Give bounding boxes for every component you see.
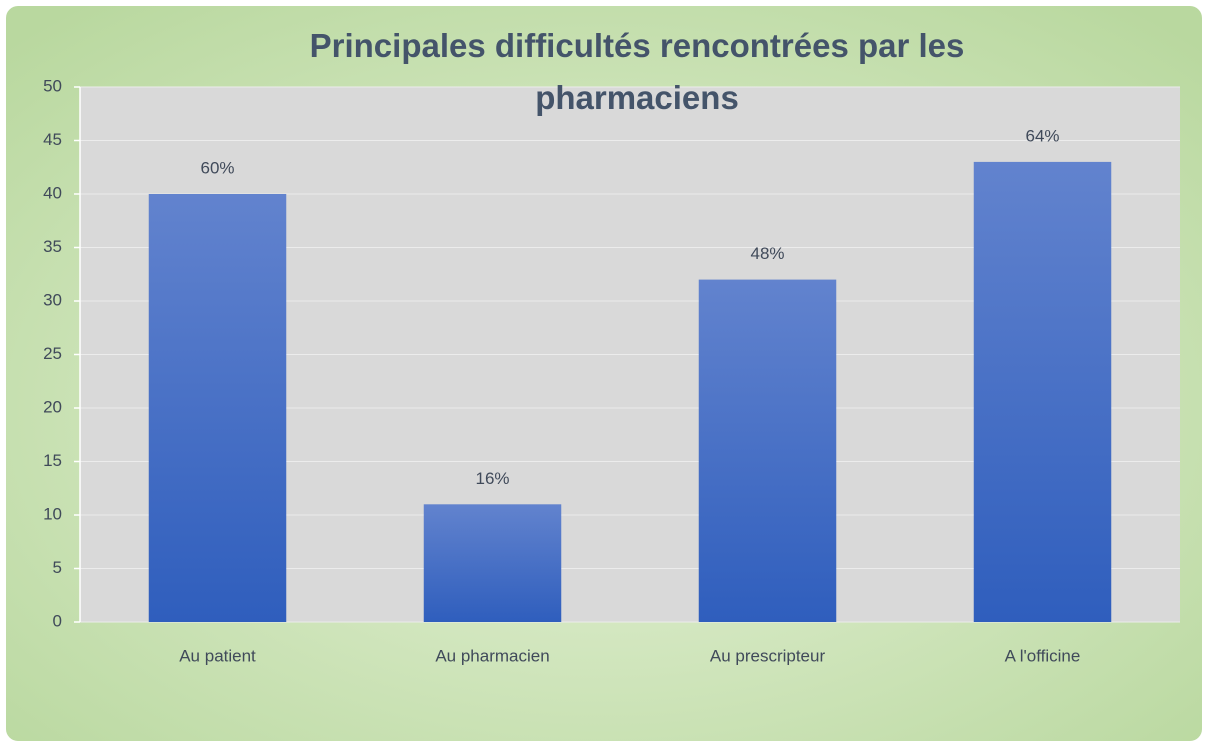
x-tick-label: A l'officine <box>1005 646 1081 665</box>
y-tick-label: 35 <box>43 237 62 256</box>
y-tick-label: 20 <box>43 397 62 416</box>
y-tick-label: 30 <box>43 290 62 309</box>
y-tick-label: 10 <box>43 504 62 523</box>
y-tick-label: 45 <box>43 130 62 149</box>
bar <box>973 161 1112 622</box>
x-tick-label: Au prescripteur <box>710 646 826 665</box>
y-tick-label: 50 <box>43 76 62 95</box>
y-tick-label: 0 <box>53 611 62 630</box>
bar <box>698 279 837 622</box>
bar <box>423 504 562 622</box>
x-tick-label: Au patient <box>179 646 256 665</box>
data-label: 60% <box>200 158 234 177</box>
y-tick-label: 25 <box>43 344 62 363</box>
chart-title: Principales difficultés rencontrées par … <box>309 27 965 116</box>
x-tick-label: Au pharmacien <box>435 646 549 665</box>
data-label: 64% <box>1025 126 1059 145</box>
y-tick-label: 15 <box>43 451 62 470</box>
data-label: 16% <box>475 469 509 488</box>
bar <box>148 194 287 622</box>
data-label: 48% <box>750 244 784 263</box>
y-tick-label: 40 <box>43 183 62 202</box>
y-tick-label: 5 <box>53 558 62 577</box>
